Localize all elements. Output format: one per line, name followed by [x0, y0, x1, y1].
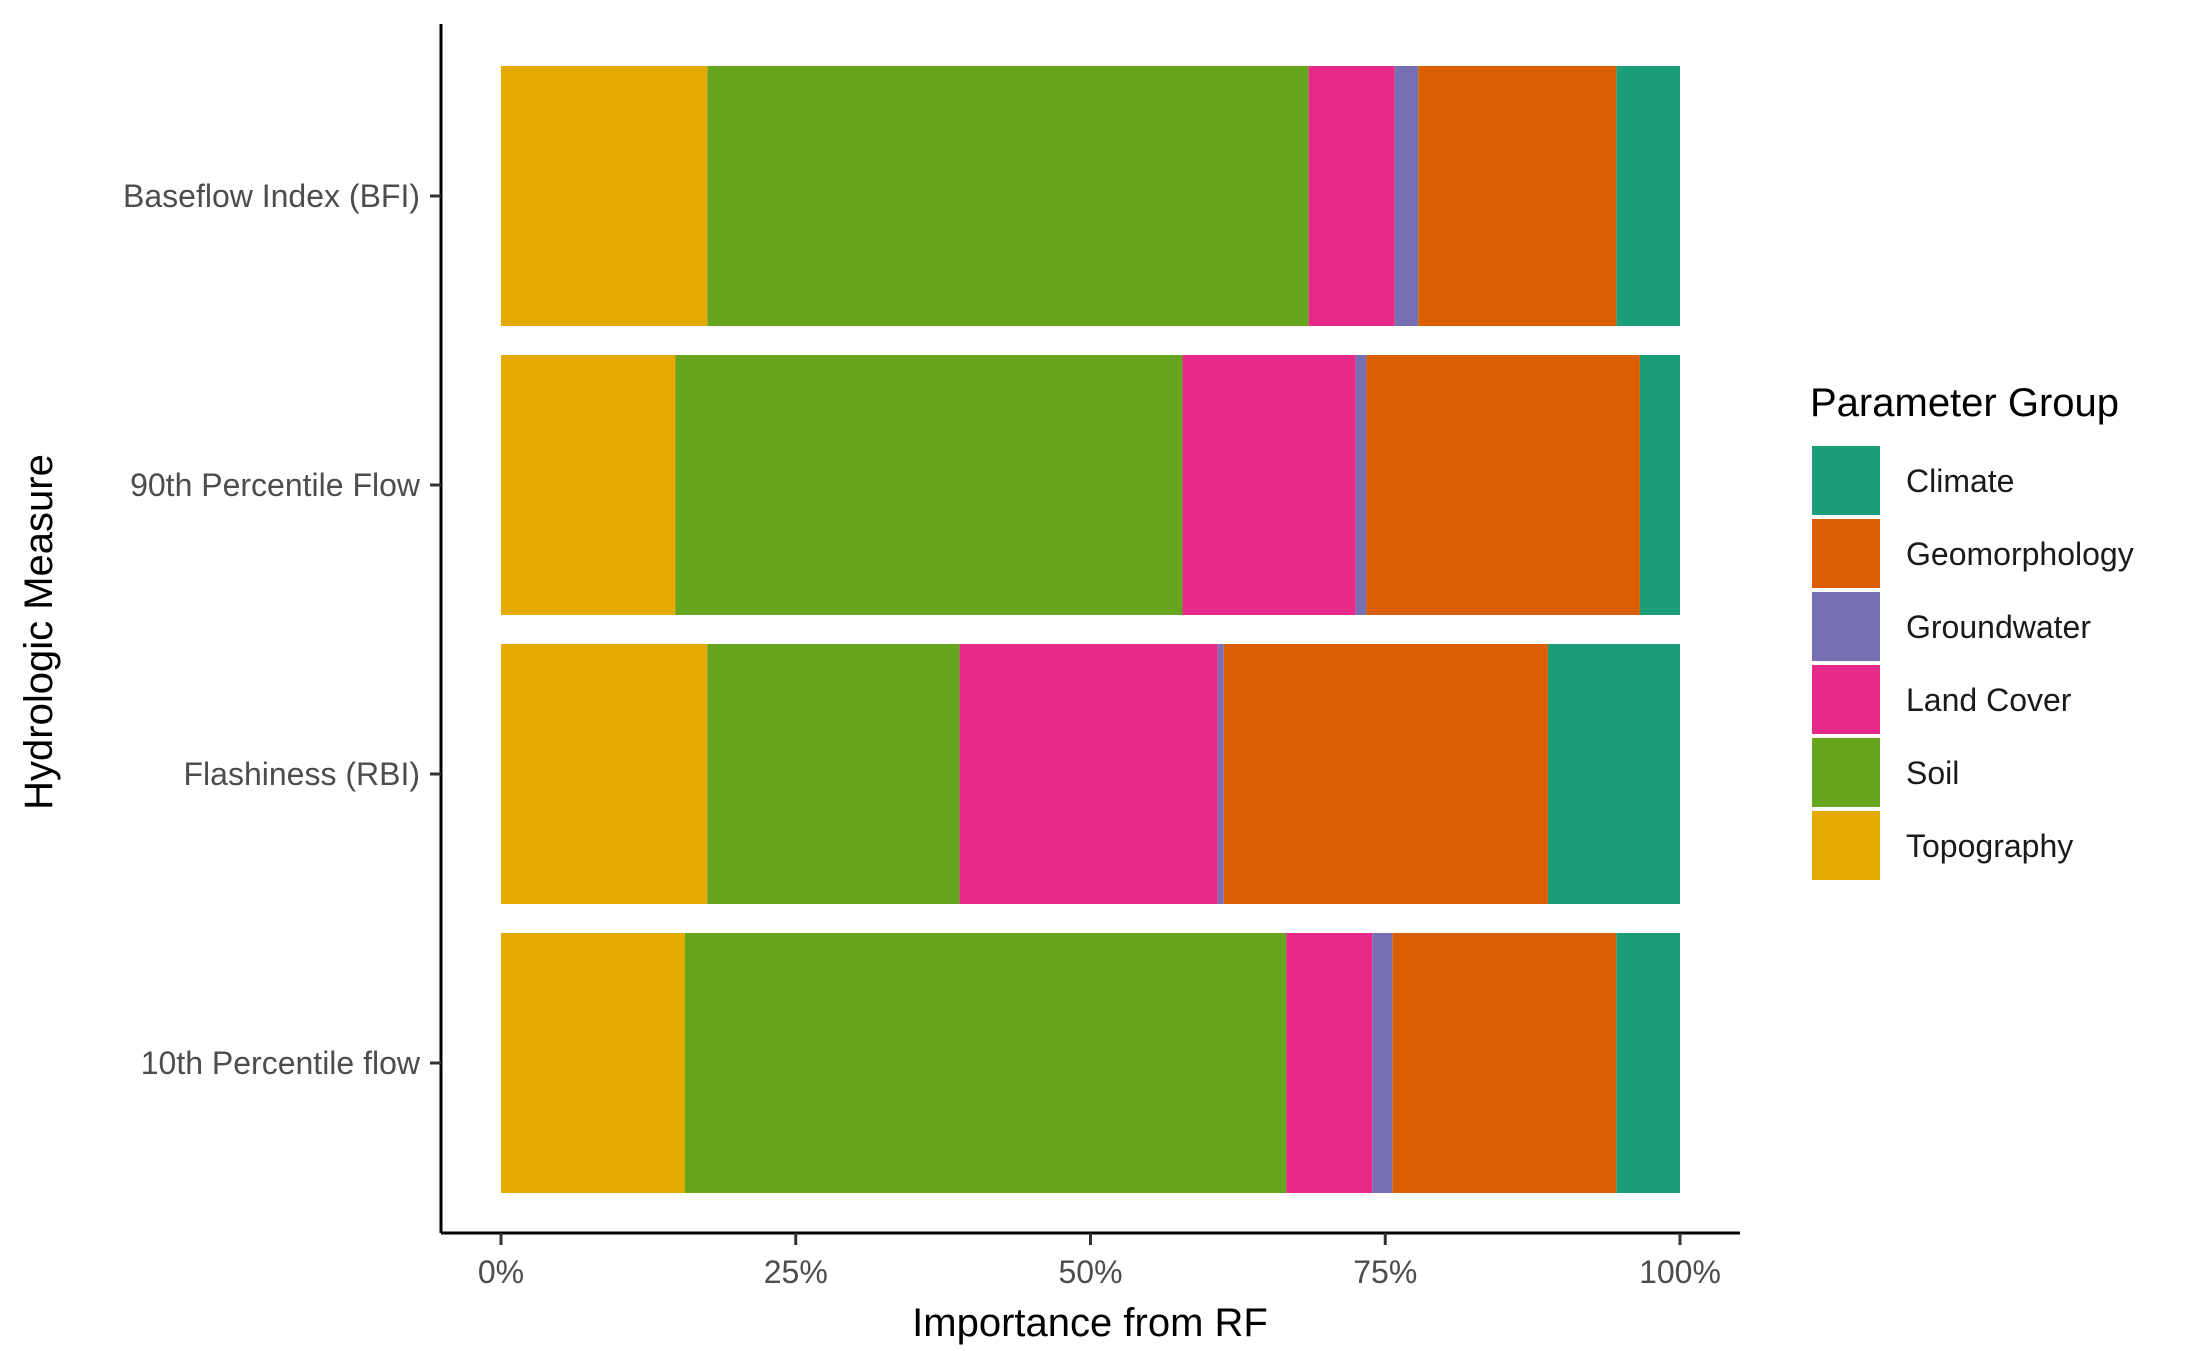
bar-baseflow-index-bfi-geomorphology [1418, 66, 1617, 326]
x-axis-title: Importance from RF [912, 1301, 1268, 1345]
y-tick-label-90th-percentile-flow: 90th Percentile Flow [130, 467, 421, 503]
bar-90th-percentile-flow-climate [1639, 355, 1680, 615]
legend-title: Parameter Group [1810, 381, 2119, 425]
legend-swatch-topography [1812, 811, 1880, 880]
legend-label-land-cover: Land Cover [1906, 682, 2072, 718]
legend-swatch-land-cover [1812, 665, 1880, 734]
bar-flashiness-rbi-climate [1547, 644, 1680, 904]
bar-90th-percentile-flow-groundwater [1355, 355, 1367, 615]
bar-10th-percentile-flow-soil [684, 933, 1287, 1193]
bar-90th-percentile-flow-geomorphology [1366, 355, 1640, 615]
bar-flashiness-rbi-soil [707, 644, 960, 904]
bar-baseflow-index-bfi-soil [707, 66, 1309, 326]
bar-10th-percentile-flow-climate [1616, 933, 1680, 1193]
y-tick-label-flashiness-rbi: Flashiness (RBI) [184, 756, 421, 792]
bar-flashiness-rbi-groundwater [1217, 644, 1224, 904]
bar-baseflow-index-bfi-land-cover [1308, 66, 1395, 326]
legend-swatch-groundwater [1812, 592, 1880, 661]
y-axis-title: Hydrologic Measure [17, 454, 61, 810]
x-tick-label-0: 0% [478, 1254, 524, 1290]
legend-label-groundwater: Groundwater [1906, 609, 2091, 645]
bar-90th-percentile-flow-topography [501, 355, 676, 615]
bars-layer [501, 66, 1680, 1193]
x-tick-label-4: 100% [1639, 1254, 1721, 1290]
bar-flashiness-rbi-land-cover [959, 644, 1218, 904]
legend-swatch-soil [1812, 738, 1880, 807]
x-tick-label-3: 75% [1353, 1254, 1417, 1290]
legend: Parameter Group Climate Geomorphology Grou… [1810, 381, 2134, 880]
x-ticks: 0% 25% 50% 75% 100% [478, 1233, 1721, 1290]
bar-baseflow-index-bfi-topography [501, 66, 708, 326]
y-ticks: Baseflow Index (BFI) 90th Percentile Flow… [123, 178, 441, 1081]
bar-flashiness-rbi-topography [501, 644, 708, 904]
legend-swatch-geomorphology [1812, 519, 1880, 588]
bar-90th-percentile-flow-land-cover [1182, 355, 1356, 615]
legend-label-topography: Topography [1906, 828, 2073, 864]
legend-items: Climate Geomorphology Groundwater Land Cove… [1812, 446, 2134, 880]
bar-flashiness-rbi-geomorphology [1223, 644, 1548, 904]
legend-label-geomorphology: Geomorphology [1906, 536, 2134, 572]
legend-label-climate: Climate [1906, 463, 2014, 499]
bar-10th-percentile-flow-land-cover [1286, 933, 1373, 1193]
bar-10th-percentile-flow-groundwater [1372, 933, 1393, 1193]
legend-label-soil: Soil [1906, 755, 1959, 791]
x-tick-label-1: 25% [764, 1254, 828, 1290]
bar-90th-percentile-flow-soil [675, 355, 1183, 615]
x-tick-label-2: 50% [1058, 1254, 1122, 1290]
bar-10th-percentile-flow-geomorphology [1392, 933, 1617, 1193]
legend-swatch-climate [1812, 446, 1880, 515]
y-tick-label-10th-percentile-flow: 10th Percentile flow [141, 1045, 421, 1081]
y-tick-label-baseflow-index-bfi: Baseflow Index (BFI) [123, 178, 420, 214]
bar-baseflow-index-bfi-groundwater [1394, 66, 1419, 326]
bar-baseflow-index-bfi-climate [1616, 66, 1680, 326]
bar-10th-percentile-flow-topography [501, 933, 685, 1193]
